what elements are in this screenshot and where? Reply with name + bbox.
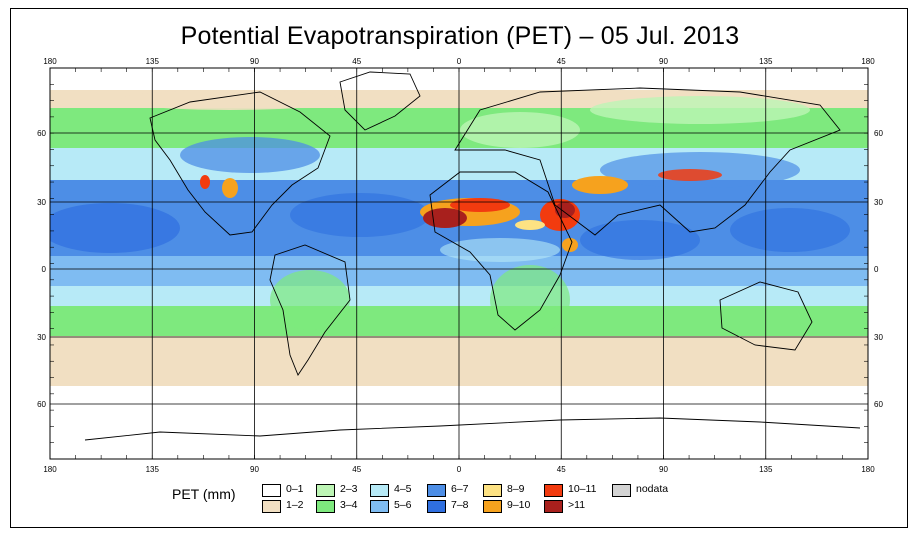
map-title: Potential Evapotranspiration (PET) – 05 … bbox=[180, 22, 740, 50]
lat-tick-label-left: 30 bbox=[37, 333, 46, 342]
hot-us-sw bbox=[222, 178, 238, 198]
lat-tick-label-right: 30 bbox=[874, 198, 883, 207]
coast-north-america bbox=[149, 91, 331, 236]
legend-swatch bbox=[427, 500, 446, 513]
lon-tick-label-top: 135 bbox=[146, 57, 160, 66]
legend-swatch bbox=[262, 484, 281, 497]
lon-tick-label-top: 45 bbox=[557, 57, 566, 66]
blue-atlantic bbox=[290, 193, 430, 237]
coast-australia bbox=[719, 281, 813, 351]
figure-frame bbox=[10, 8, 908, 528]
legend-swatch bbox=[370, 500, 389, 513]
lon-tick-label-top: 135 bbox=[759, 57, 773, 66]
legend-swatch bbox=[544, 500, 563, 513]
legend-label: PET (mm) bbox=[172, 486, 236, 502]
lat-tick-label-left: 0 bbox=[42, 265, 47, 274]
blue-pacific bbox=[50, 203, 180, 253]
tick-marks bbox=[49, 67, 869, 460]
lightblue-sahel bbox=[440, 238, 560, 262]
green-siberia bbox=[590, 96, 810, 124]
blue-indian bbox=[580, 220, 700, 260]
lon-tick-label-top: 90 bbox=[659, 57, 668, 66]
coast-africa bbox=[429, 171, 573, 331]
lat-tick-label-right: 60 bbox=[874, 129, 883, 138]
hot-sahara-red bbox=[450, 198, 510, 212]
legend-item-label: 1–2 bbox=[286, 499, 304, 511]
graticule bbox=[50, 68, 868, 459]
legend-swatch bbox=[427, 484, 446, 497]
legend-item-label: 2–3 bbox=[340, 483, 358, 495]
legend-item-label: 8–9 bbox=[507, 483, 525, 495]
lon-tick-label-top: 0 bbox=[457, 57, 462, 66]
green-southam bbox=[270, 270, 350, 330]
lon-tick-label-bottom: 45 bbox=[352, 465, 361, 474]
legend-item-label: 0–1 bbox=[286, 483, 304, 495]
coast-eurasia bbox=[454, 87, 841, 236]
lon-tick-label-bottom: 90 bbox=[250, 465, 259, 474]
coast-greenland bbox=[339, 71, 421, 131]
lat-tick-label-right: 30 bbox=[874, 333, 883, 342]
lon-tick-label-bottom: 45 bbox=[557, 465, 566, 474]
legend-swatch bbox=[316, 500, 335, 513]
legend-item-label: >11 bbox=[568, 499, 586, 511]
lon-tick-label-bottom: 0 bbox=[457, 465, 462, 474]
legend-item-label: nodata bbox=[636, 483, 669, 495]
legend-item-label: 10–11 bbox=[568, 483, 597, 495]
legend-item-label: 6–7 bbox=[451, 483, 469, 495]
legend-swatch bbox=[483, 484, 502, 497]
lat-tick-label-left: 60 bbox=[37, 400, 46, 409]
legend-swatch bbox=[262, 500, 281, 513]
hot-sahel bbox=[515, 220, 545, 230]
green-africa bbox=[490, 265, 570, 335]
coast-south-america bbox=[269, 244, 351, 376]
lon-tick-label-bottom: 135 bbox=[146, 465, 160, 474]
green-europe bbox=[460, 112, 580, 148]
lon-tick-label-bottom: 90 bbox=[659, 465, 668, 474]
lon-tick-label-top: 180 bbox=[43, 57, 57, 66]
legend-swatch bbox=[370, 484, 389, 497]
hot-arabia-core bbox=[555, 202, 575, 218]
hot-sahara-core bbox=[423, 208, 467, 228]
legend-item-label: 3–4 bbox=[340, 499, 358, 511]
lon-tick-label-bottom: 180 bbox=[861, 465, 875, 474]
legend-swatch bbox=[544, 484, 563, 497]
hot-iran bbox=[572, 176, 628, 194]
lon-tick-label-top: 90 bbox=[250, 57, 259, 66]
tick-labels: 180 180 135 135 90 90 45 45 0 0 45 45 90 90 135 135 180 1… bbox=[37, 57, 883, 474]
legend-item-label: 5–6 bbox=[394, 499, 412, 511]
legend-item-label: 9–10 bbox=[507, 499, 531, 511]
hot-mexico bbox=[200, 175, 210, 189]
legend-swatch bbox=[612, 484, 631, 497]
beige-canada bbox=[120, 90, 340, 110]
legend-swatch bbox=[316, 484, 335, 497]
lon-tick-label-bottom: 180 bbox=[43, 465, 57, 474]
hot-taklamakan bbox=[658, 169, 722, 181]
blue-namerica bbox=[180, 137, 320, 173]
lon-tick-label-top: 180 bbox=[861, 57, 875, 66]
lon-tick-label-bottom: 135 bbox=[759, 465, 773, 474]
coast-antarctica bbox=[84, 417, 861, 441]
legend-item-label: 7–8 bbox=[451, 499, 469, 511]
lat-tick-label-right: 0 bbox=[874, 265, 879, 274]
lat-tick-label-left: 30 bbox=[37, 198, 46, 207]
lon-tick-label-top: 45 bbox=[352, 57, 361, 66]
lat-tick-label-right: 60 bbox=[874, 400, 883, 409]
legend-swatch bbox=[483, 500, 502, 513]
blue-westpac bbox=[730, 208, 850, 252]
hot-horn bbox=[562, 238, 578, 252]
legend-item-label: 4–5 bbox=[394, 483, 412, 495]
lat-tick-label-left: 60 bbox=[37, 129, 46, 138]
